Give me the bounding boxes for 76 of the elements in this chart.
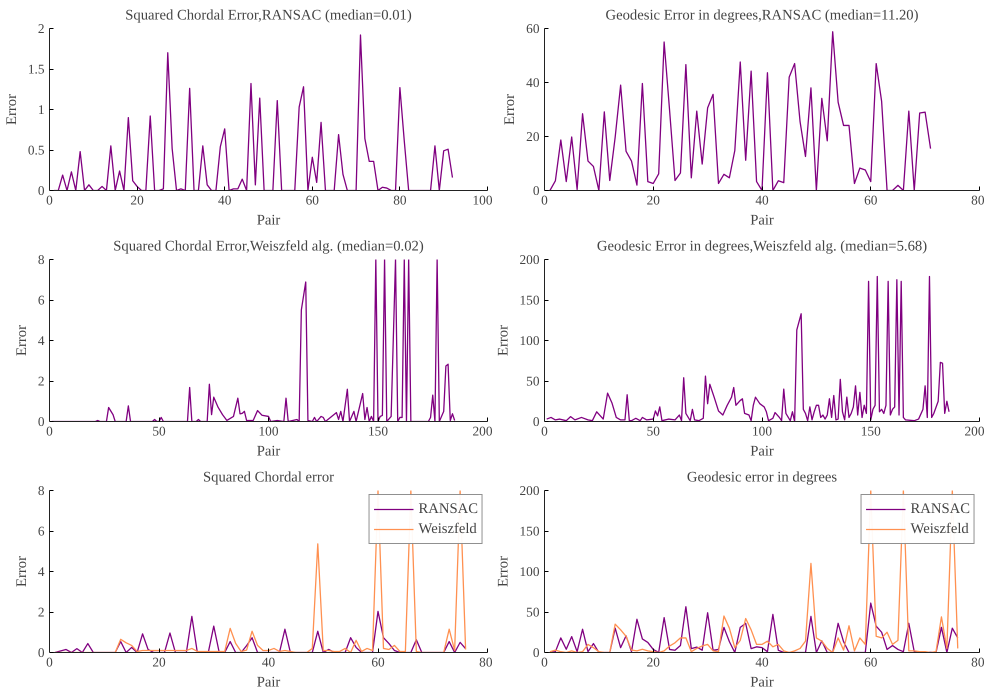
- y-tick-label: 2: [38, 374, 45, 388]
- x-tick-label: 20: [152, 654, 166, 670]
- x-axis-title: Pair: [256, 444, 280, 460]
- y-tick-label: 150: [520, 292, 540, 308]
- x-tick-label: 40: [218, 192, 232, 208]
- y-tick-label: 0: [532, 183, 540, 198]
- x-tick-label: 150: [860, 424, 882, 438]
- y-axis-title: Error: [14, 324, 30, 356]
- legend-label: Weiszfeld: [418, 520, 477, 538]
- y-tick-label: 60: [526, 21, 540, 36]
- legend-label: RANSAC: [910, 500, 970, 518]
- x-tick-label: 80: [393, 192, 407, 208]
- y-tick-label: 4: [38, 564, 45, 579]
- x-tick-label: 80: [971, 654, 985, 670]
- y-axis-title: Error: [14, 556, 30, 587]
- y-tick-label: 0.5: [28, 142, 45, 158]
- y-tick-label: 0: [38, 645, 45, 660]
- x-tick-label: 100: [472, 192, 493, 208]
- x-tick-label: 80: [971, 192, 985, 208]
- legend-label: Weiszfeld: [910, 520, 969, 538]
- y-tick-label: 6: [38, 292, 45, 308]
- y-tick-label: 8: [38, 483, 45, 498]
- y-tick-label: 0: [532, 414, 540, 429]
- x-tick-label: 150: [368, 424, 388, 438]
- y-tick-label: 20: [526, 129, 540, 144]
- y-tick-label: 40: [526, 75, 540, 90]
- x-axis-title: Pair: [750, 674, 774, 690]
- x-tick-label: 50: [646, 424, 660, 438]
- x-axis-title: Pair: [256, 674, 280, 690]
- x-tick-label: 20: [646, 654, 660, 670]
- y-tick-label: 50: [526, 374, 540, 388]
- y-axis-title: Error: [502, 94, 518, 125]
- y-tick-label: 0: [38, 414, 45, 429]
- x-tick-label: 40: [755, 192, 769, 208]
- x-tick-label: 50: [152, 424, 166, 438]
- x-tick-label: 200: [472, 424, 493, 438]
- y-tick-label: 50: [526, 604, 540, 620]
- x-tick-label: 40: [755, 654, 769, 670]
- chart-title: Geodesic error in degrees: [686, 470, 838, 486]
- y-tick-label: 100: [520, 333, 540, 348]
- x-tick-label: 20: [130, 192, 144, 208]
- y-tick-label: 150: [520, 524, 540, 538]
- x-tick-label: 60: [371, 654, 385, 670]
- y-tick-label: 2: [38, 604, 45, 620]
- y-tick-label: 8: [38, 252, 45, 267]
- y-axis-title: Error: [4, 94, 20, 125]
- y-tick-label: 0: [532, 645, 540, 660]
- y-tick-label: 200: [520, 483, 540, 498]
- y-tick-label: 4: [38, 333, 45, 348]
- x-axis-title: Pair: [750, 212, 774, 228]
- y-tick-label: 2: [38, 21, 45, 36]
- y-tick-label: 6: [38, 524, 45, 538]
- x-tick-label: 80: [479, 654, 493, 670]
- chart-title: Squared Chordal Error,Weiszfeld alg. (median=0.02): [113, 238, 424, 254]
- x-tick-label: 100: [752, 424, 772, 438]
- x-tick-label: 60: [864, 654, 878, 670]
- x-tick-label: 100: [258, 424, 279, 438]
- y-tick-label: 0: [38, 183, 45, 198]
- y-tick-label: 200: [520, 252, 540, 267]
- legend-label: RANSAC: [418, 500, 478, 518]
- y-axis-title: Error: [496, 324, 512, 356]
- x-tick-label: 200: [964, 424, 985, 438]
- x-tick-label: 60: [864, 192, 878, 208]
- chart-title: Geodesic Error in degrees,Weiszfeld alg. (median=5.68): [596, 238, 928, 254]
- y-tick-label: 1.5: [28, 62, 45, 76]
- x-tick-label: 40: [262, 654, 276, 670]
- x-axis-title: Pair: [750, 444, 774, 460]
- x-tick-label: 60: [306, 192, 320, 208]
- chart-title: Geodesic Error in degrees,RANSAC (median=11.20): [606, 8, 919, 24]
- y-axis-title: Error: [496, 556, 512, 587]
- x-axis-title: Pair: [256, 212, 280, 228]
- x-tick-label: 20: [646, 192, 660, 208]
- chart-title: Squared Chordal error: [202, 470, 334, 486]
- chart-title: Squared Chordal Error,RANSAC (median=0.01): [125, 8, 412, 24]
- y-tick-label: 1: [38, 102, 45, 117]
- y-tick-label: 100: [520, 564, 540, 579]
